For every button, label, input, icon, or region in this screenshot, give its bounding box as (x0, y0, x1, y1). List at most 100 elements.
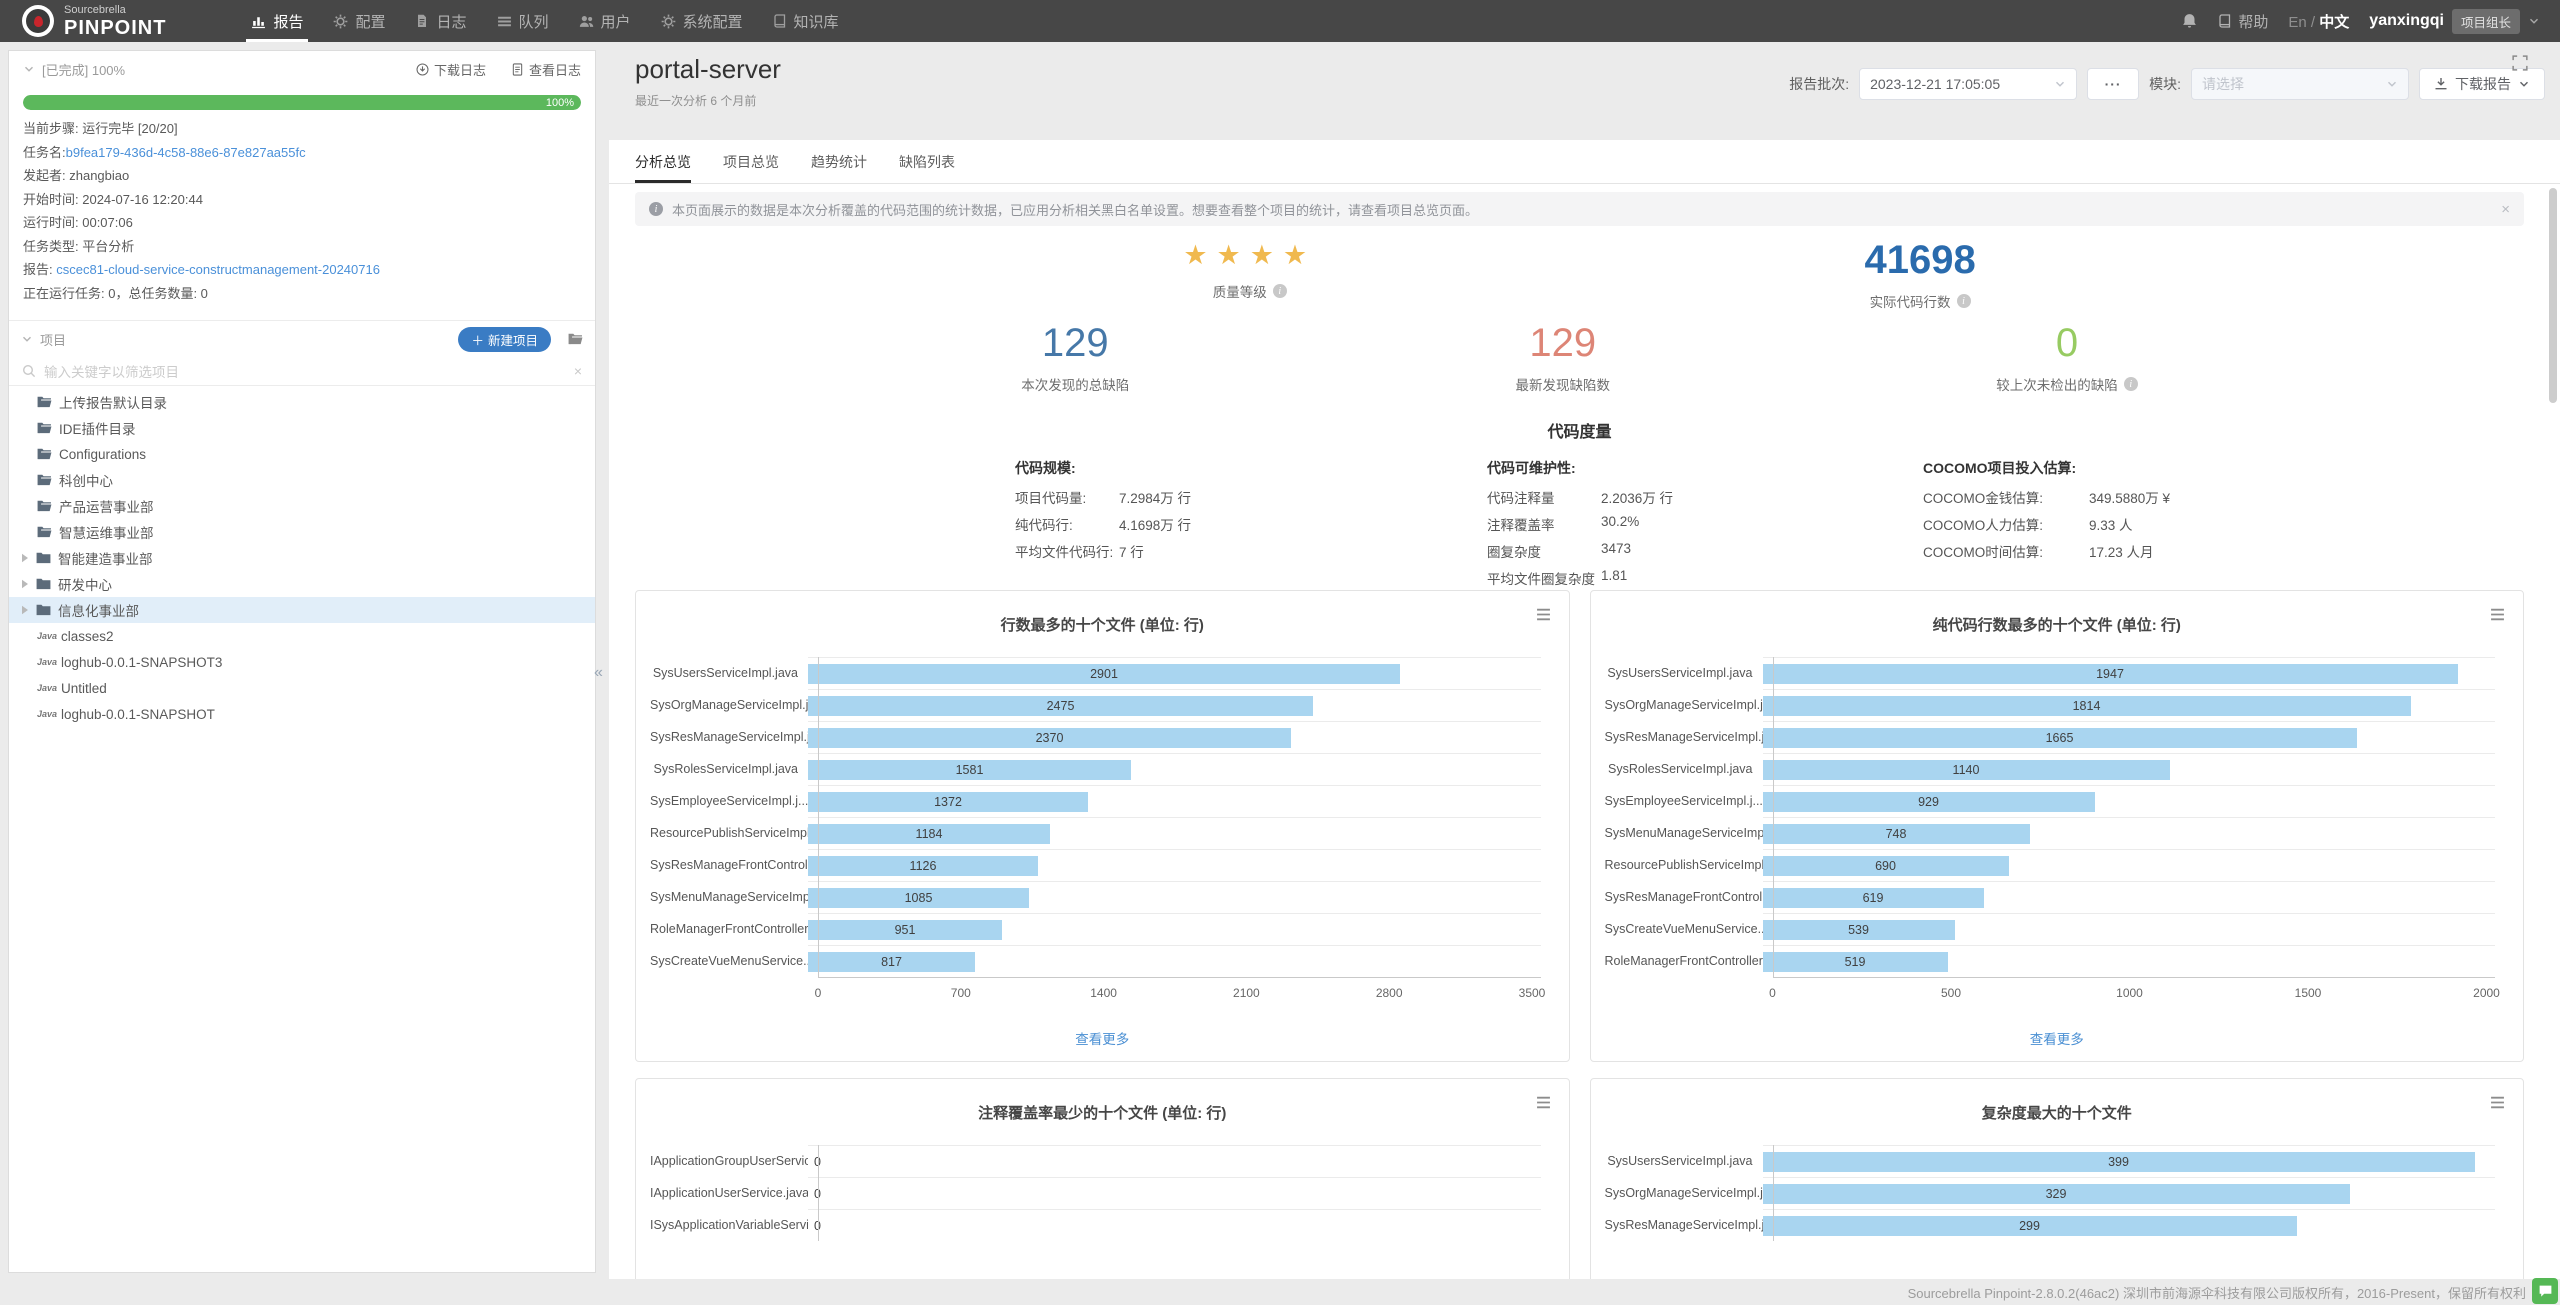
nav-item-队列[interactable]: 队列 (482, 0, 564, 42)
x-tick-label: 500 (1941, 986, 1961, 1000)
clear-search-icon[interactable]: × (574, 363, 582, 379)
stat-label: 本次发现的总缺陷 (1021, 374, 1129, 394)
tree-item-科创中心[interactable]: 科创中心 (9, 467, 595, 493)
bar-category-label: IApplicationUserService.java (650, 1177, 808, 1209)
tree-item-信息化事业部[interactable]: 信息化事业部 (9, 597, 595, 623)
bar-value-label: 929 (1763, 792, 2095, 812)
hamburger-icon[interactable] (1536, 608, 1551, 621)
scrollbar-thumb[interactable] (2549, 188, 2557, 403)
caret-right-icon[interactable] (21, 553, 29, 563)
notifications-bell-icon[interactable] (2181, 13, 2198, 30)
view-log-button[interactable]: 查看日志 (511, 60, 581, 79)
view-more-link[interactable]: 查看更多 (1591, 1028, 2524, 1048)
bar-row: SysCreateVueMenuService...539 (1605, 913, 2496, 945)
role-badge: 项目组长 (2452, 9, 2520, 34)
tab-项目总览[interactable]: 项目总览 (723, 140, 779, 183)
fullscreen-icon[interactable] (2512, 55, 2528, 71)
hamburger-icon[interactable] (1536, 1096, 1551, 1109)
tree-item-上传报告默认目录[interactable]: 上传报告默认目录 (9, 389, 595, 415)
info-icon[interactable]: i (1273, 284, 1287, 298)
tree-item-label: 科创中心 (59, 470, 113, 490)
tree-item-classes2[interactable]: Javaclasses2 (9, 623, 595, 649)
chart-icon (251, 14, 266, 29)
tree-item-loghub-0.0.1-SNAPSHOT[interactable]: Javaloghub-0.0.1-SNAPSHOT (9, 701, 595, 727)
lang-en[interactable]: En (2288, 14, 2306, 31)
nav-item-系统配置[interactable]: 系统配置 (646, 0, 758, 42)
tree-item-产品运营事业部[interactable]: 产品运营事业部 (9, 493, 595, 519)
task-panel-header[interactable]: [已完成] 100% 下载日志 查看日志 (9, 51, 595, 87)
hamburger-icon[interactable] (2490, 608, 2505, 621)
bar-category-label: SysRolesServiceImpl.java (650, 753, 808, 785)
copyright-text: Sourcebrella Pinpoint-2.8.0.2(46ac2) 深圳市… (1908, 1283, 2526, 1302)
last-analysis-subtitle: 最近一次分析 6 个月前 (635, 92, 756, 109)
task-progress-bar: 100% (23, 95, 581, 110)
bar-value-label: 817 (808, 952, 975, 972)
bar-value-label: 1140 (1763, 760, 2170, 780)
tree-item-Untitled[interactable]: JavaUntitled (9, 675, 595, 701)
nav-item-日志[interactable]: 日志 (400, 0, 481, 42)
help-menu[interactable]: 帮助 (2218, 11, 2268, 32)
bar-value-label: 951 (808, 920, 1002, 940)
user-menu[interactable]: yanxingqi 项目组长 (2369, 9, 2540, 34)
lang-zh[interactable]: 中文 (2319, 14, 2349, 31)
task-field-link[interactable]: b9fea179-436d-4c58-88e6-87e827aa55fc (66, 145, 306, 160)
tab-趋势统计[interactable]: 趋势统计 (811, 140, 867, 183)
nav-item-知识库[interactable]: 知识库 (758, 0, 854, 42)
hamburger-icon[interactable] (2490, 1096, 2505, 1109)
chevron-down-icon[interactable] (21, 333, 33, 345)
folder-open-icon (37, 500, 52, 512)
sidebar-collapse-handle[interactable]: « (594, 664, 603, 682)
tab-缺陷列表[interactable]: 缺陷列表 (899, 140, 955, 183)
close-icon[interactable]: × (2501, 201, 2510, 218)
download-log-button[interactable]: 下载日志 (416, 60, 486, 79)
tree-item-IDE插件目录[interactable]: IDE插件目录 (9, 415, 595, 441)
report-header: portal-server 最近一次分析 6 个月前 报告批次: 2023-12… (609, 42, 2560, 140)
tree-item-研发中心[interactable]: 研发中心 (9, 571, 595, 597)
metric-value: 7 行 (1119, 541, 1144, 561)
nav-item-配置[interactable]: 配置 (318, 0, 400, 42)
metric-value: 30.2% (1601, 514, 1639, 534)
batch-select[interactable]: 2023-12-21 17:05:05 (1859, 68, 2077, 100)
bar-category-label: SysEmployeeServiceImpl.j... (1605, 785, 1763, 817)
tree-item-智慧运维事业部[interactable]: 智慧运维事业部 (9, 519, 595, 545)
info-icon[interactable]: i (1957, 294, 1971, 308)
more-batches-button[interactable]: ··· (2087, 68, 2139, 100)
metric-row: COCOMO时间估算:17.23 人月 (1923, 541, 2170, 561)
batch-value: 2023-12-21 17:05:05 (1870, 76, 2000, 92)
support-widget-button[interactable] (2532, 1278, 2558, 1304)
nav-item-用户[interactable]: 用户 (564, 0, 646, 42)
project-search-input[interactable]: 输入关键字以筛选项目 × (9, 357, 595, 386)
progress-percent-label: 100% (546, 97, 574, 109)
x-tick-label: 2000 (2473, 986, 2500, 1000)
tab-分析总览[interactable]: 分析总览 (635, 140, 691, 183)
language-switch[interactable]: En / 中文 (2288, 11, 2349, 32)
tree-item-loghub-0.0.1-SNAPSHOT3[interactable]: Javaloghub-0.0.1-SNAPSHOT3 (9, 649, 595, 675)
nav-item-报告[interactable]: 报告 (236, 0, 318, 42)
tree-item-Configurations[interactable]: Configurations (9, 441, 595, 467)
download-report-button[interactable]: 下载报告 (2419, 68, 2545, 100)
chart-box: 纯代码行数最多的十个文件 (单位: 行)SysUsersServiceImpl.… (1590, 590, 2525, 1062)
view-more-link[interactable]: 查看更多 (636, 1028, 1569, 1048)
bar-value-label: 329 (1763, 1184, 2350, 1204)
folder-open-icon[interactable] (568, 333, 583, 345)
bar-row: SysMenuManageServiceImp...1085 (650, 881, 1541, 913)
new-project-button[interactable]: ＋ 新建项目 (458, 327, 551, 352)
tree-item-智能建造事业部[interactable]: 智能建造事业部 (9, 545, 595, 571)
stat-value: 129 (1021, 321, 1129, 365)
info-icon[interactable]: i (2124, 377, 2138, 391)
y-axis-line (818, 1145, 819, 1241)
module-select[interactable]: 请选择 (2191, 68, 2409, 100)
chevron-down-icon[interactable] (23, 63, 35, 75)
bar-category-label: RoleManagerFrontController.j... (650, 913, 808, 945)
caret-right-icon[interactable] (21, 605, 29, 615)
caret-right-icon[interactable] (21, 579, 29, 589)
task-field-link[interactable]: cscec81-cloud-service-constructmanagemen… (56, 262, 380, 277)
bar-value-label: 690 (1763, 856, 2009, 876)
bar-value-label: 1085 (808, 888, 1029, 908)
brand-logo[interactable]: Sourcebrella PINPOINT (0, 0, 188, 42)
bar-category-label: SysMenuManageServiceImp... (650, 881, 808, 913)
chart-box: 注释覆盖率最少的十个文件 (单位: 行)IApplicationGroupUse… (635, 1078, 1570, 1279)
help-book-icon (2218, 14, 2232, 28)
metric-group-title: COCOMO项目投入估算: (1923, 458, 2170, 478)
bar-category-label: ISysApplicationVariableServic... (650, 1209, 808, 1241)
